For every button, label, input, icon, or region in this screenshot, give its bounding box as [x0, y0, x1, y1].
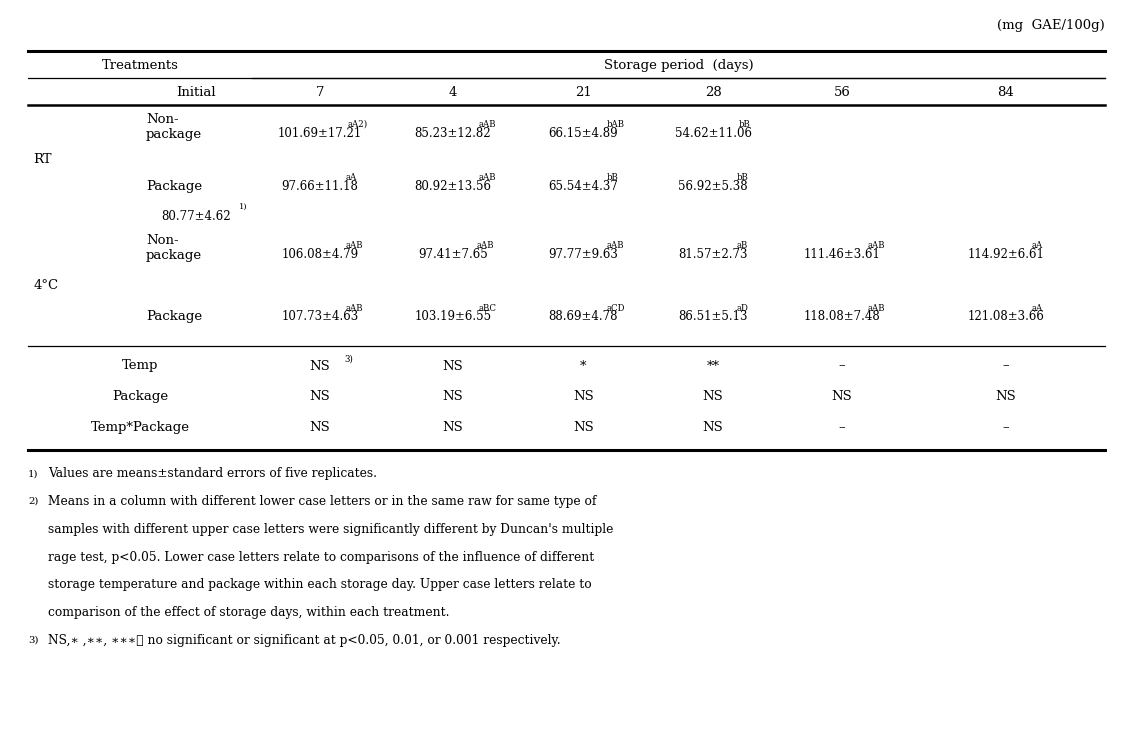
Text: 66.15±4.89: 66.15±4.89 [549, 127, 618, 140]
Text: Package: Package [112, 390, 168, 403]
Text: Package: Package [146, 310, 202, 324]
Text: 121.08±3.66: 121.08±3.66 [967, 310, 1045, 324]
Text: bB: bB [607, 173, 618, 182]
Text: storage temperature and package within each storage day. Upper case letters rela: storage temperature and package within e… [48, 578, 592, 591]
Text: aA: aA [1032, 304, 1043, 313]
Text: 3): 3) [28, 636, 38, 645]
Text: 81.57±2.73: 81.57±2.73 [679, 247, 747, 261]
Text: 7: 7 [315, 86, 324, 99]
Text: NS: NS [310, 421, 330, 434]
Text: 107.73±4.63: 107.73±4.63 [282, 310, 358, 324]
Text: 111.46±3.61: 111.46±3.61 [803, 247, 881, 261]
Text: (mg  GAE/100g): (mg GAE/100g) [997, 19, 1105, 32]
Text: aAB: aAB [868, 304, 885, 313]
Text: 56.92±5.38: 56.92±5.38 [678, 180, 748, 193]
Text: *: * [580, 359, 587, 373]
Text: 1): 1) [28, 469, 38, 478]
Text: Means in a column with different lower case letters or in the same raw for same : Means in a column with different lower c… [48, 495, 597, 508]
Text: aAB: aAB [479, 173, 496, 182]
Text: 86.51±5.13: 86.51±5.13 [679, 310, 747, 324]
Text: 80.77±4.62: 80.77±4.62 [162, 210, 231, 223]
Text: 84: 84 [997, 86, 1014, 99]
Text: aAB: aAB [476, 241, 494, 250]
Text: Initial: Initial [176, 86, 217, 99]
Text: aAB: aAB [346, 304, 364, 313]
Text: 1): 1) [239, 203, 248, 211]
Text: 118.08±7.48: 118.08±7.48 [803, 310, 881, 324]
Text: 101.69±17.21: 101.69±17.21 [277, 127, 362, 140]
Text: Non-
package: Non- package [146, 113, 202, 141]
Text: Storage period  (days): Storage period (days) [604, 59, 754, 72]
Text: 85.23±12.82: 85.23±12.82 [414, 127, 491, 140]
Text: 21: 21 [576, 86, 591, 99]
Text: –: – [839, 421, 845, 434]
Text: 54.62±11.06: 54.62±11.06 [674, 127, 752, 140]
Text: NS: NS [995, 390, 1017, 403]
Text: –: – [839, 359, 845, 373]
Text: Temp: Temp [122, 359, 158, 373]
Text: 28: 28 [705, 86, 721, 99]
Text: 103.19±6.55: 103.19±6.55 [414, 310, 491, 324]
Text: 80.92±13.56: 80.92±13.56 [414, 180, 491, 193]
Text: aBC: aBC [479, 304, 497, 313]
Text: NS: NS [831, 390, 853, 403]
Text: Non-
package: Non- package [146, 234, 202, 262]
Text: 106.08±4.79: 106.08±4.79 [282, 247, 358, 261]
Text: 65.54±4.37: 65.54±4.37 [549, 180, 618, 193]
Text: NS: NS [702, 390, 724, 403]
Text: 4°C: 4°C [34, 279, 58, 292]
Text: aB: aB [736, 241, 748, 250]
Text: Temp*Package: Temp*Package [91, 421, 190, 434]
Text: NS: NS [310, 390, 330, 403]
Text: aD: aD [736, 304, 748, 313]
Text: NS: NS [442, 359, 463, 373]
Text: **: ** [707, 359, 719, 373]
Text: bB: bB [739, 120, 751, 129]
Text: comparison of the effect of storage days, within each treatment.: comparison of the effect of storage days… [48, 606, 450, 619]
Text: bAB: bAB [607, 120, 625, 129]
Text: aAB: aAB [346, 241, 364, 250]
Text: Treatments: Treatments [102, 59, 178, 72]
Text: 97.77±9.63: 97.77±9.63 [549, 247, 618, 261]
Text: RT: RT [34, 154, 52, 166]
Text: 2): 2) [28, 497, 38, 506]
Text: aA: aA [1032, 241, 1043, 250]
Text: samples with different upper case letters were significantly different by Duncan: samples with different upper case letter… [48, 523, 614, 536]
Text: NS: NS [442, 390, 463, 403]
Text: aAB: aAB [479, 120, 496, 129]
Text: aAB: aAB [868, 241, 885, 250]
Text: 3): 3) [344, 354, 353, 363]
Text: 88.69±4.78: 88.69±4.78 [549, 310, 618, 324]
Text: bB: bB [736, 173, 748, 182]
Text: –: – [1003, 421, 1009, 434]
Text: 56: 56 [834, 86, 850, 99]
Text: 4: 4 [449, 86, 457, 99]
Text: NS: NS [702, 421, 724, 434]
Text: aA2): aA2) [348, 120, 368, 129]
Text: Values are means±standard errors of five replicates.: Values are means±standard errors of five… [48, 467, 377, 480]
Text: aAB: aAB [607, 241, 625, 250]
Text: NS: NS [442, 421, 463, 434]
Text: aA: aA [346, 173, 357, 182]
Text: NS: NS [573, 421, 594, 434]
Text: 97.41±7.65: 97.41±7.65 [417, 247, 488, 261]
Text: NS: NS [573, 390, 594, 403]
Text: 114.92±6.61: 114.92±6.61 [967, 247, 1045, 261]
Text: 97.66±11.18: 97.66±11.18 [282, 180, 358, 193]
Text: NS,∗ ,∗∗, ∗∗∗： no significant or significant at p<0.05, 0.01, or 0.001 respectiv: NS,∗ ,∗∗, ∗∗∗： no significant or signifi… [48, 634, 561, 647]
Text: NS: NS [310, 359, 330, 373]
Text: rage test, p<0.05. Lower case letters relate to comparisons of the influence of : rage test, p<0.05. Lower case letters re… [48, 550, 595, 564]
Text: aCD: aCD [607, 304, 625, 313]
Text: Package: Package [146, 180, 202, 193]
Text: –: – [1003, 359, 1009, 373]
